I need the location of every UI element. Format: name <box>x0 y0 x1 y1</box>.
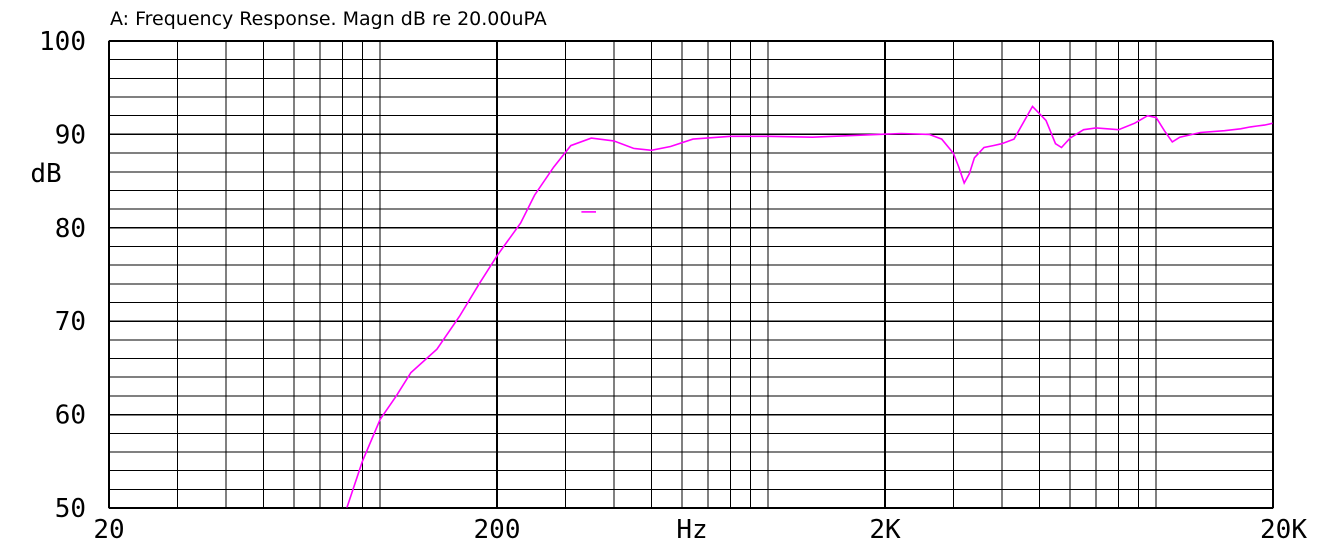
plot-frame <box>108 40 1274 509</box>
y-tick-label: 70 <box>55 307 86 337</box>
chart-title: A: Frequency Response. Magn dB re 20.00u… <box>110 8 547 30</box>
x-tick-labels: 20 200 2K 20K <box>93 515 1307 542</box>
plot-grid <box>108 40 1274 509</box>
y-axis-label: dB <box>30 159 61 189</box>
x-tick-label: 200 <box>474 515 521 542</box>
x-axis-label: Hz <box>676 515 707 542</box>
series-layer <box>346 105 1274 509</box>
y-tick-label: 100 <box>39 27 86 57</box>
x-tick-label: 20K <box>1260 515 1307 542</box>
series-line-1 <box>346 105 1274 509</box>
x-tick-label: 2K <box>869 515 901 542</box>
x-tick-label: 20 <box>93 515 124 542</box>
y-tick-labels: 100 90 80 70 60 50 <box>39 27 86 524</box>
y-tick-label: 60 <box>55 401 86 431</box>
y-tick-label: 50 <box>55 494 86 524</box>
y-tick-label: 90 <box>55 120 86 150</box>
y-tick-label: 80 <box>55 214 86 244</box>
